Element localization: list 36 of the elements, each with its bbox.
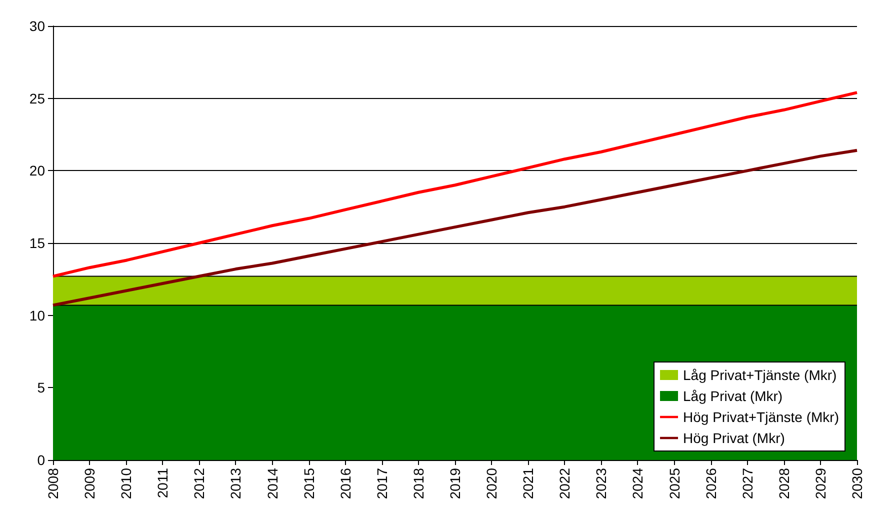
y-tick-label: 0 bbox=[37, 452, 46, 468]
line-series bbox=[52, 91, 858, 278]
x-tick-label: 2010 bbox=[118, 468, 134, 500]
x-tick-label: 2008 bbox=[45, 468, 61, 500]
y-tick-label: 10 bbox=[29, 307, 46, 324]
x-tick-label: 2019 bbox=[447, 468, 463, 500]
x-tick-label: 2016 bbox=[337, 468, 354, 500]
x-tick-label: 2027 bbox=[739, 468, 756, 500]
y-tick-label: 30 bbox=[29, 18, 46, 34]
x-tick-label: 2024 bbox=[630, 468, 646, 500]
x-tick-label: 2014 bbox=[264, 468, 280, 500]
x-tick-label: 2020 bbox=[484, 468, 500, 500]
x-tick-label: 2028 bbox=[776, 468, 792, 500]
y-tick-label: 20 bbox=[29, 162, 46, 179]
y-tick-label: 15 bbox=[29, 235, 46, 251]
x-tick-label: 2026 bbox=[702, 468, 719, 500]
x-tick-label: 2022 bbox=[556, 468, 573, 500]
x-tick-label: 2011 bbox=[154, 468, 171, 498]
line-series bbox=[52, 148, 858, 307]
legend-label: Låg Privat+Tjänste (Mkr) bbox=[683, 367, 837, 383]
x-tick-label: 2015 bbox=[300, 468, 317, 500]
x-tick-label: 2009 bbox=[82, 468, 98, 500]
legend-label: Hög Privat (Mkr) bbox=[683, 430, 785, 446]
y-tick-label: 5 bbox=[37, 380, 46, 396]
x-tick-label: 2025 bbox=[666, 468, 682, 500]
x-tick-label: 2023 bbox=[593, 468, 610, 500]
legend-label: Hög Privat+Tjänste (Mkr) bbox=[683, 409, 839, 425]
x-tick-label: 2013 bbox=[228, 468, 244, 500]
x-tick-label: 2029 bbox=[812, 468, 828, 500]
x-tick-label: 2018 bbox=[410, 468, 426, 500]
x-tick-label: 2021 bbox=[520, 468, 536, 500]
y-tick-label: 25 bbox=[29, 90, 46, 106]
x-tick-label: 2030 bbox=[849, 468, 865, 500]
x-tick-label: 2017 bbox=[374, 468, 390, 500]
x-tick-label: 2012 bbox=[191, 468, 208, 500]
legend-label: Låg Privat (Mkr) bbox=[683, 388, 783, 404]
